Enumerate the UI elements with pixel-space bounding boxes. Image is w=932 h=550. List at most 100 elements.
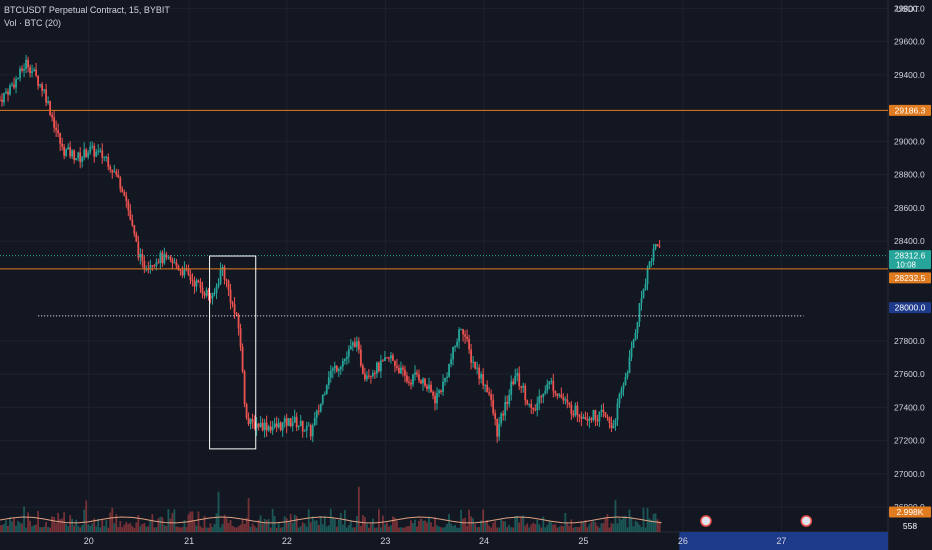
volume-bar	[165, 525, 168, 532]
volume-bar	[516, 515, 519, 532]
volume-bar	[488, 525, 491, 532]
volume-bar	[582, 522, 585, 532]
candle-body	[572, 413, 575, 416]
candle-body	[440, 390, 442, 392]
candle-body	[189, 274, 192, 280]
volume-bar	[512, 527, 515, 532]
candle-body	[21, 68, 23, 71]
candle-body	[430, 384, 432, 393]
candle-body	[43, 89, 46, 91]
candle-body	[600, 409, 603, 412]
volume-bar	[590, 521, 593, 532]
candle-body	[562, 397, 565, 401]
candle-body	[468, 339, 471, 350]
candle-body	[624, 376, 627, 385]
candle-body	[592, 409, 595, 420]
lower-line-price-tag-bg	[889, 272, 931, 284]
x-tick-label: 27	[776, 536, 786, 546]
candle-body	[351, 342, 354, 346]
candle-body	[261, 422, 264, 431]
volume-bar	[382, 515, 384, 532]
candle-body	[1, 99, 3, 103]
candle-body	[305, 425, 308, 431]
volume-bar	[167, 509, 170, 532]
volume-bar	[139, 526, 142, 532]
candle-body	[632, 340, 635, 348]
candle-body	[31, 71, 33, 74]
candle-body	[576, 405, 579, 415]
candle-body	[167, 256, 170, 258]
candle-body	[406, 375, 408, 382]
volume-bar	[540, 527, 543, 532]
volume-bar	[145, 526, 148, 532]
volume-bar	[29, 520, 31, 532]
volume-bar	[548, 520, 551, 532]
volume-bar	[468, 509, 471, 532]
volume-bar	[520, 516, 523, 532]
volume-bar	[19, 522, 21, 532]
volume-bar	[351, 527, 354, 532]
candle-body	[458, 329, 460, 342]
volume-bar	[444, 526, 446, 532]
candle-body	[143, 261, 146, 269]
volume-bar	[476, 527, 479, 532]
candle-body	[496, 418, 499, 437]
candle-body	[95, 151, 98, 157]
volume-bar	[402, 527, 404, 532]
candle-body	[137, 241, 140, 258]
volume-bar	[446, 523, 448, 532]
volume-bar	[303, 523, 306, 532]
candle-body	[203, 293, 206, 296]
candle-body	[179, 269, 182, 271]
candle-body	[85, 149, 88, 157]
volume-bar	[213, 524, 216, 532]
candle-body	[187, 269, 190, 275]
volume-bar	[538, 524, 541, 532]
volume-bar	[205, 527, 208, 532]
volume-bar	[277, 522, 280, 532]
volume-bar	[410, 520, 412, 532]
candle-body	[69, 147, 72, 157]
volume-bar	[241, 519, 244, 532]
candle-body	[243, 371, 246, 405]
volume-bar	[638, 524, 641, 532]
selection-rectangle[interactable]	[209, 255, 257, 450]
candle-body	[438, 390, 440, 394]
symbol-legend[interactable]: BTCUSDT Perpetual Contract, 15, BYBIT	[4, 5, 170, 15]
volume-bar	[646, 507, 649, 532]
candle-body	[63, 146, 66, 156]
volume-bar	[602, 523, 605, 532]
candle-body	[335, 365, 338, 372]
candle-body	[620, 389, 623, 395]
candle-body	[394, 360, 396, 367]
y-tick-label: 27600.0	[894, 369, 925, 379]
y-tick-label: 27400.0	[894, 402, 925, 412]
x-tick-label: 21	[184, 536, 194, 546]
candle-body	[259, 422, 262, 428]
candle-body	[594, 409, 597, 420]
candle-body	[642, 289, 645, 299]
volume-bar	[640, 526, 643, 532]
volume-bar	[472, 518, 475, 532]
volume-bar	[99, 527, 102, 532]
candle-body	[331, 368, 334, 371]
volume-bar	[293, 514, 296, 532]
candle-body	[640, 298, 643, 304]
candle-body	[41, 84, 43, 91]
volume-bar	[375, 527, 378, 532]
y-tick-label: 29800.0	[894, 3, 925, 13]
volume-bar	[394, 517, 396, 532]
candle-body	[51, 115, 54, 118]
volume-legend[interactable]: Vol · BTC (20)	[4, 18, 62, 28]
candle-body	[227, 280, 230, 290]
currency-unit[interactable]: USDT	[896, 4, 920, 14]
volume-bar	[231, 525, 234, 532]
candle-body	[460, 329, 462, 331]
y-tick-label: 29400.0	[894, 70, 925, 80]
volume-bar	[416, 526, 418, 532]
candle-body	[349, 345, 352, 350]
volume-bar	[249, 526, 252, 532]
volume-bar	[193, 521, 196, 532]
